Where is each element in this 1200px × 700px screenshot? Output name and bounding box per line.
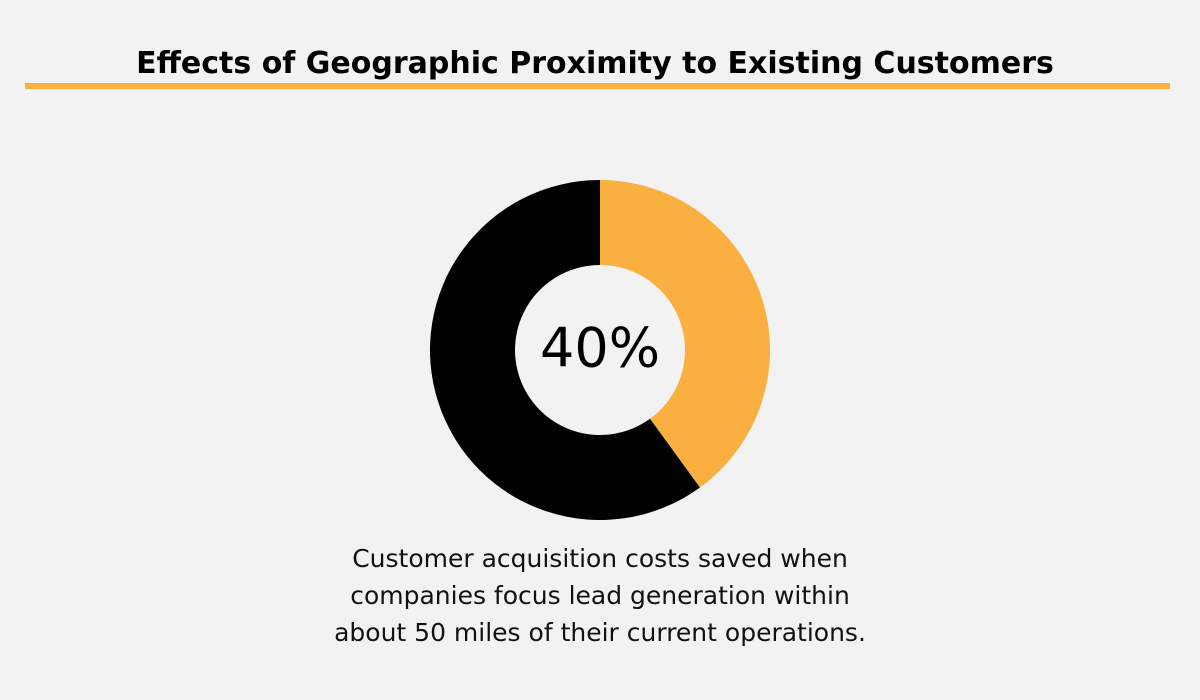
caption-line: about 50 miles of their current operatio… (334, 618, 866, 647)
donut-segment (600, 180, 770, 488)
donut-segment (429, 180, 700, 521)
caption: Customer acquisition costs saved when com… (334, 544, 866, 647)
caption-line: Customer acquisition costs saved when (352, 544, 848, 573)
donut: 40% (429, 180, 770, 521)
caption-line: companies focus lead generation within (350, 581, 850, 610)
chart-title: Effects of Geographic Proximity to Exist… (136, 46, 1054, 81)
center-label: 40% (540, 317, 660, 380)
title-underline (25, 83, 1170, 89)
